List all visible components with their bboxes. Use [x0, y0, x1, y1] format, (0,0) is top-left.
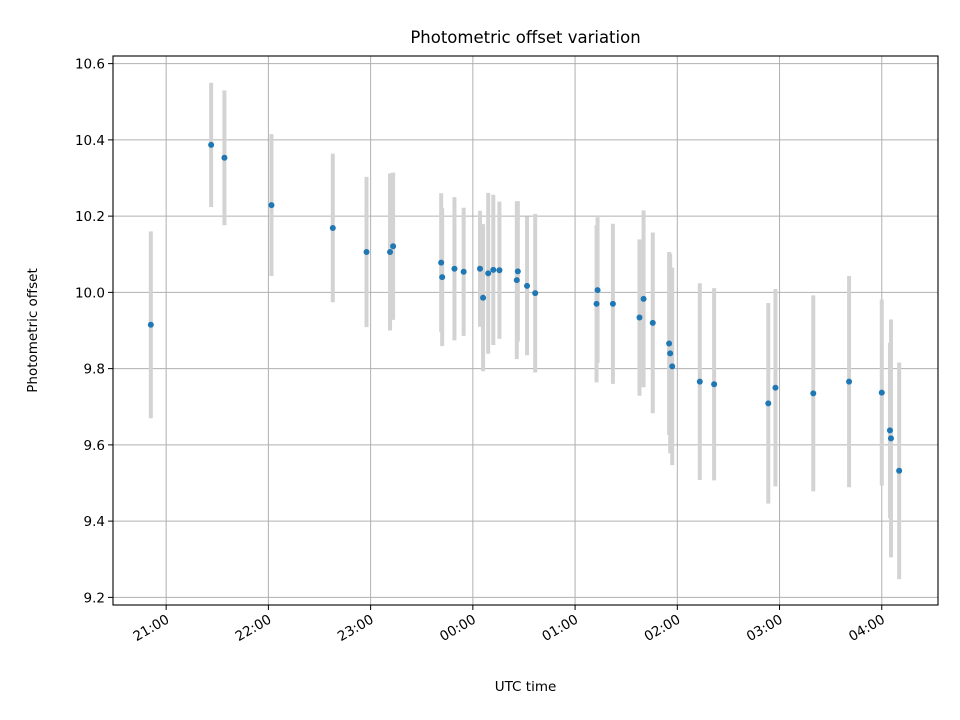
data-points: [147, 141, 903, 474]
data-point: [221, 154, 228, 161]
data-point: [439, 274, 446, 281]
y-tick-label: 10.4: [75, 133, 105, 149]
y-tick-label: 9.4: [84, 514, 105, 530]
data-point: [810, 390, 817, 397]
data-point: [887, 435, 894, 442]
data-point: [513, 277, 520, 284]
data-point: [532, 290, 539, 297]
data-point: [451, 265, 458, 272]
x-axis-label: UTC time: [495, 679, 557, 695]
data-point: [772, 384, 779, 391]
data-point: [490, 266, 497, 273]
data-point: [387, 248, 394, 255]
data-point: [886, 427, 893, 434]
data-point: [460, 268, 467, 275]
y-tick-label: 10.2: [75, 209, 105, 225]
data-point: [514, 268, 521, 275]
data-point: [208, 141, 215, 148]
data-point: [878, 389, 885, 396]
y-tick-label: 9.2: [84, 590, 105, 606]
y-tick-label: 9.8: [84, 362, 105, 378]
data-point: [594, 287, 601, 294]
plot-frame: [112, 55, 939, 606]
data-point: [711, 381, 718, 388]
y-tick-label: 10.0: [75, 285, 105, 301]
data-point: [667, 350, 674, 357]
data-point: [524, 282, 531, 289]
data-point: [593, 300, 600, 307]
data-point: [765, 400, 772, 407]
data-point: [666, 340, 673, 347]
data-point: [640, 295, 647, 302]
data-point: [896, 467, 903, 474]
data-point: [496, 267, 503, 274]
data-point: [480, 294, 487, 301]
y-tick-label: 10.6: [75, 57, 105, 73]
data-point: [438, 259, 445, 266]
data-point: [846, 378, 853, 385]
data-point: [696, 378, 703, 385]
y-axis-label: Photometric offset: [25, 268, 41, 392]
data-point: [363, 248, 370, 255]
chart-title: Photometric offset variation: [410, 28, 640, 47]
data-point: [268, 202, 275, 209]
y-axis-ticks: 9.2 9.4 9.6 9.8 10.0 10.2 10.4 10.6: [75, 57, 113, 606]
data-point: [390, 243, 397, 250]
data-point: [669, 363, 676, 370]
data-point: [329, 224, 336, 231]
data-point: [649, 319, 656, 326]
data-point: [147, 321, 154, 328]
data-point: [477, 265, 484, 272]
data-point: [485, 270, 492, 277]
data-point: [636, 314, 643, 321]
y-tick-label: 9.6: [84, 438, 105, 454]
data-point: [609, 300, 616, 307]
